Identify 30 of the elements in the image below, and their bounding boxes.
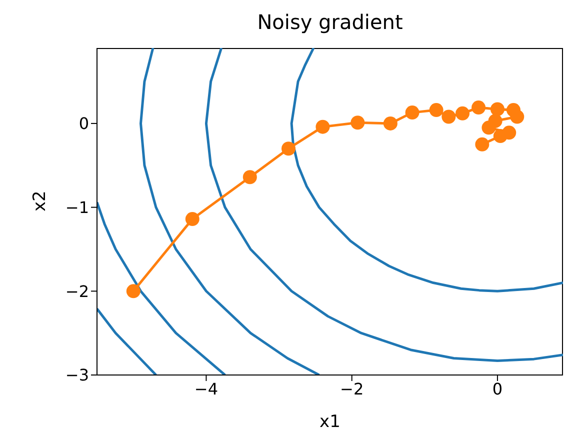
point: [456, 106, 470, 120]
line-series: [97, 201, 226, 375]
point: [281, 142, 296, 156]
y-tick-label: −1: [65, 198, 89, 217]
y-axis-title: x2: [30, 190, 50, 212]
point: [185, 212, 200, 226]
x-tick-label: −2: [340, 379, 364, 398]
point: [316, 120, 330, 134]
point: [493, 129, 508, 144]
x-tick-label: −4: [194, 379, 218, 398]
point: [510, 110, 524, 124]
point: [475, 137, 490, 152]
y-tick-label: −2: [65, 282, 89, 301]
point: [429, 103, 444, 118]
y-tick-label: −3: [65, 366, 89, 385]
line-series: [140, 48, 320, 375]
point: [242, 170, 257, 184]
x-axis-title: x1: [320, 412, 340, 432]
point: [482, 120, 496, 135]
point: [126, 284, 140, 298]
x-tick-label: 0: [492, 379, 503, 398]
line-series: [204, 48, 563, 362]
point: [350, 116, 365, 130]
chart-title: Noisy gradient: [256, 10, 404, 34]
point: [405, 106, 420, 120]
y-tick-label: 0: [78, 114, 89, 134]
point: [383, 116, 398, 130]
point: [490, 102, 504, 116]
point: [472, 100, 486, 115]
point: [442, 110, 456, 124]
